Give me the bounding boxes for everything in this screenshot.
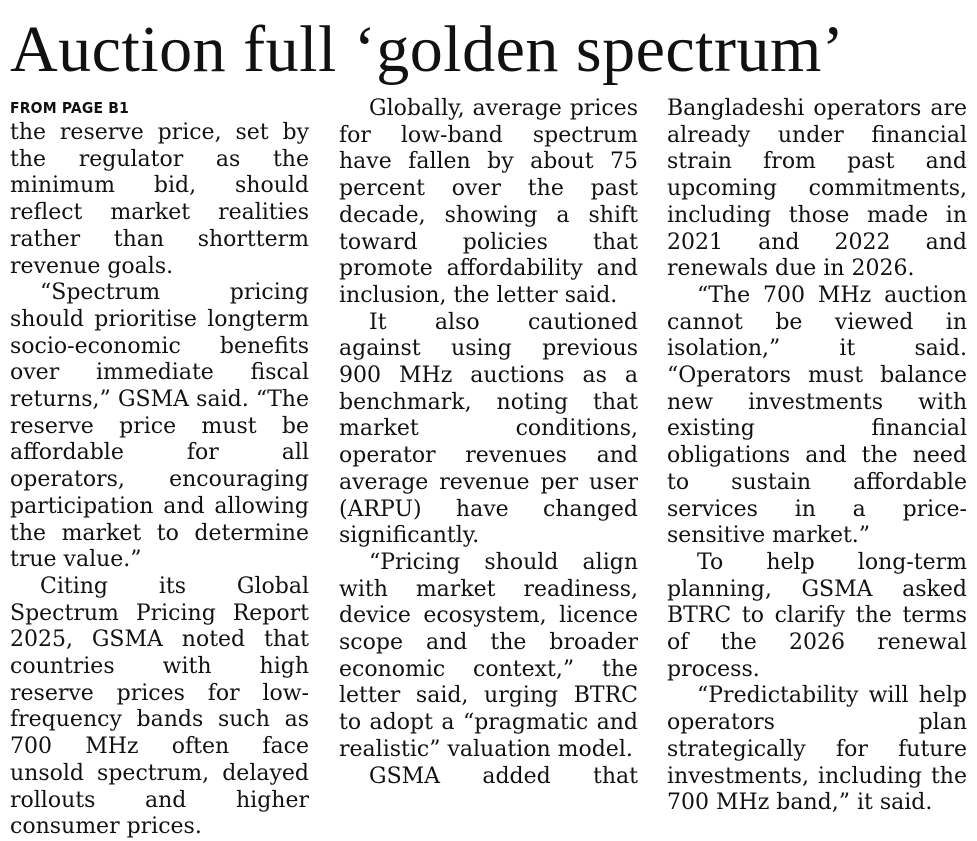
- headline: Auction full ‘golden spectrum’: [10, 13, 845, 86]
- paragraph: It also cautioned against using previous…: [339, 309, 638, 549]
- paragraph: the reserve price, set by the regulator …: [10, 120, 309, 279]
- paragraph: “Pricing should align with market readin…: [339, 549, 638, 762]
- continuation-kicker: FROM PAGE B1: [10, 99, 129, 117]
- paragraph: “Spectrum pricing should prioritise long…: [10, 280, 309, 573]
- paragraph: “The 700 MHz auction cannot be viewed in…: [667, 282, 967, 549]
- paragraph: GSMA added that: [369, 763, 638, 789]
- article-column-3: Bangladeshi operators are already under …: [667, 96, 967, 817]
- paragraph: Bangladeshi operators are already under …: [667, 96, 967, 282]
- paragraph: “Predictability will help operators plan…: [667, 683, 967, 816]
- paragraph: To help long-term planning, GSMA asked B…: [667, 549, 967, 682]
- article-column-1: the reserve price, set by the regulator …: [10, 120, 309, 841]
- paragraph: Globally, average prices for low-band sp…: [339, 96, 638, 308]
- article-column-2: Globally, average prices for low-band sp…: [339, 96, 638, 790]
- newspaper-page: Auction full ‘golden spectrum’ FROM PAGE…: [10, 13, 967, 840]
- paragraph: Citing its Global Spectrum Pricing Repor…: [10, 573, 309, 840]
